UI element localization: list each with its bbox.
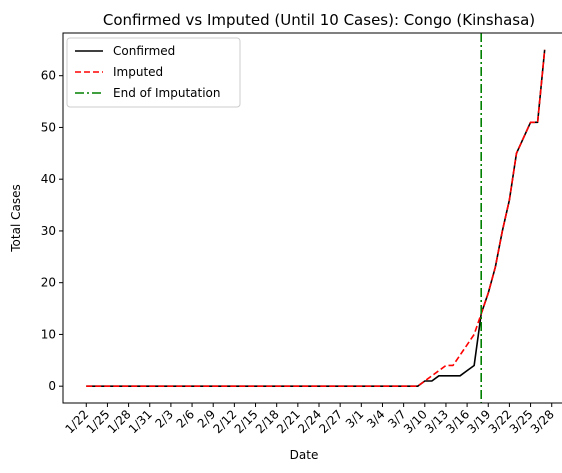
legend-label: Confirmed	[113, 44, 175, 58]
x-axis-label: Date	[290, 448, 319, 462]
plot-area	[86, 33, 546, 403]
legend-box	[66, 37, 241, 108]
y-axis: 0 10 20 30 40 50 60	[41, 69, 63, 393]
legend-label: Imputed	[113, 65, 163, 79]
y-tick-label: 20	[41, 276, 56, 290]
y-tick-label: 30	[41, 224, 56, 238]
y-tick-label: 40	[41, 172, 56, 186]
y-axis-label: Total Cases	[9, 184, 23, 252]
y-tick-label: 50	[41, 120, 56, 134]
y-tick-label: 10	[41, 327, 56, 341]
y-tick-label: 60	[41, 69, 56, 83]
legend: Confirmed Imputed End of Imputation	[66, 37, 241, 108]
legend-label: End of Imputation	[113, 86, 221, 100]
y-tick-label: 0	[48, 379, 56, 393]
chart-title: Confirmed vs Imputed (Until 10 Cases): C…	[103, 11, 535, 29]
series-line-confirmed	[86, 49, 546, 387]
